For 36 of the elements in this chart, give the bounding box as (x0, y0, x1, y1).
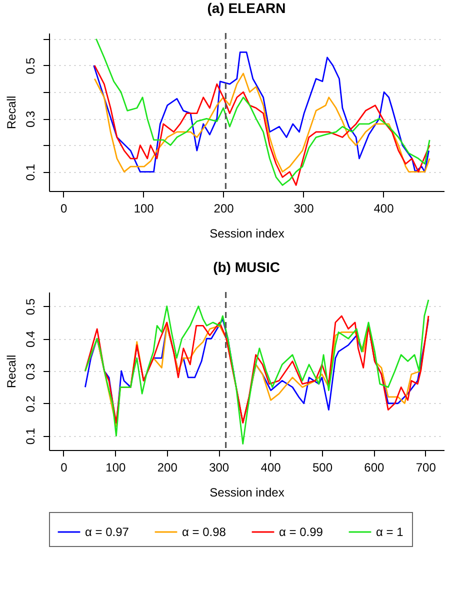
y-tick-label: 0.4 (24, 330, 38, 348)
y-tick-label: 0.3 (24, 362, 38, 380)
line-series (94, 64, 430, 186)
x-tick-label: 100 (106, 460, 126, 474)
y-tick-label: 0.1 (24, 164, 38, 181)
y-axis-title: Recall (4, 354, 18, 388)
line-series (93, 51, 430, 173)
x-tick-label: 200 (157, 460, 178, 474)
y-tick-label: 0.5 (24, 298, 38, 316)
y-tick-label: 0.5 (24, 57, 38, 74)
x-tick-label: 300 (294, 202, 314, 216)
legend-label: α = 0.98 (182, 525, 226, 539)
x-axis-title: Session index (210, 226, 284, 240)
x-tick-label: 200 (214, 202, 234, 216)
x-tick-label: 500 (312, 460, 333, 474)
x-tick-label: 400 (260, 460, 282, 474)
chart-title: (a) ELEARN (207, 0, 286, 16)
legend-label: α = 0.97 (85, 525, 130, 539)
line-series (84, 299, 430, 445)
x-axis-title: Session index (210, 486, 284, 500)
line-series (94, 72, 430, 173)
x-tick-label: 700 (416, 460, 436, 474)
y-tick-label: 0.3 (24, 110, 38, 128)
y-tick-label: 0.1 (24, 428, 38, 445)
x-tick-label: 100 (134, 202, 154, 216)
line-series (95, 38, 430, 186)
y-axis-title: Recall (4, 96, 18, 130)
legend-label: α = 1 (376, 525, 404, 539)
x-tick-label: 0 (60, 202, 68, 216)
x-tick-label: 300 (209, 460, 230, 474)
x-tick-label: 0 (60, 460, 68, 474)
chart-title: (b) MUSIC (213, 259, 280, 276)
y-tick-label: 0.2 (24, 395, 38, 412)
x-tick-label: 400 (374, 202, 394, 216)
x-tick-label: 600 (364, 460, 385, 474)
legend-label: α = 0.99 (279, 525, 324, 539)
